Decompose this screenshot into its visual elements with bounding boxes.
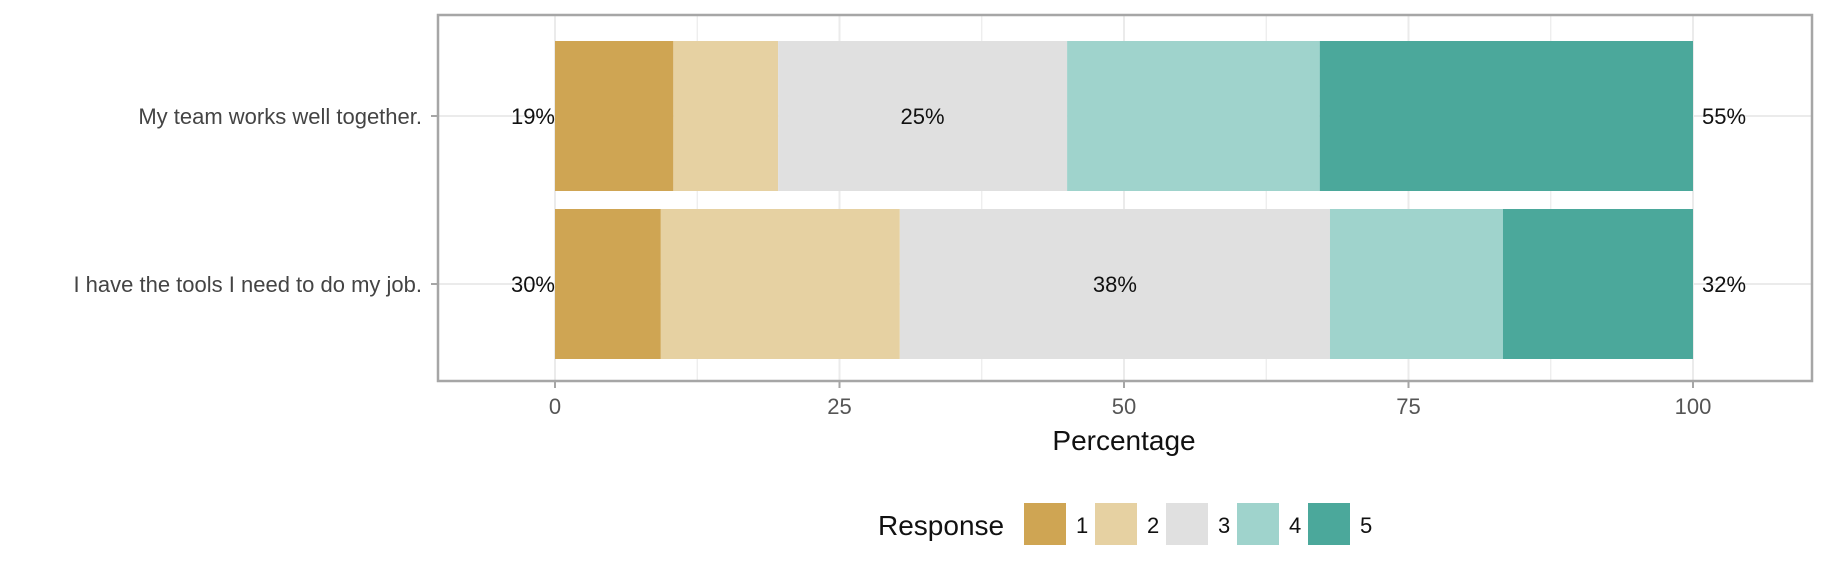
- legend-label: 3: [1218, 513, 1230, 538]
- legend-label: 5: [1360, 513, 1372, 538]
- right-percent-label: 55%: [1702, 104, 1746, 129]
- x-tick-label: 75: [1396, 394, 1420, 419]
- left-percent-label: 30%: [511, 272, 555, 297]
- x-axis-title: Percentage: [1052, 425, 1195, 456]
- bar-segment-response-3: [778, 41, 1068, 191]
- bar-segment-response-3: [899, 209, 1330, 359]
- center-percent-label: 25%: [901, 104, 945, 129]
- legend-label: 2: [1147, 513, 1159, 538]
- category-label: I have the tools I need to do my job.: [73, 272, 422, 297]
- x-tick-label: 25: [827, 394, 851, 419]
- legend-key-1: [1024, 503, 1066, 545]
- left-percent-label: 19%: [511, 104, 555, 129]
- bars: [555, 41, 1693, 359]
- legend-label: 4: [1289, 513, 1301, 538]
- x-tick-label: 0: [549, 394, 561, 419]
- legend: Response 1 2 3 4 5: [878, 503, 1372, 545]
- x-axis-ticks: 0 25 50 75 100: [549, 381, 1711, 419]
- x-tick-label: 100: [1675, 394, 1712, 419]
- bar-segment-response-2: [660, 209, 900, 359]
- x-tick-label: 50: [1112, 394, 1136, 419]
- legend-key-4: [1237, 503, 1279, 545]
- legend-key-2: [1095, 503, 1137, 545]
- bar-segment-response-4: [1329, 209, 1503, 359]
- bar-segment-response-5: [1502, 209, 1693, 359]
- bar-segment-response-1: [555, 41, 674, 191]
- category-labels: My team works well together. I have the t…: [73, 104, 438, 297]
- bar-segment-response-2: [673, 41, 779, 191]
- right-percent-label: 32%: [1702, 272, 1746, 297]
- bar-segment-response-5: [1319, 41, 1693, 191]
- center-percent-label: 38%: [1093, 272, 1137, 297]
- bar-segment-response-4: [1067, 41, 1320, 191]
- legend-label: 1: [1076, 513, 1088, 538]
- legend-title: Response: [878, 510, 1004, 541]
- legend-key-5: [1308, 503, 1350, 545]
- category-label: My team works well together.: [138, 104, 422, 129]
- legend-key-3: [1166, 503, 1208, 545]
- bar-segment-response-1: [555, 209, 661, 359]
- data-labels: 19% 25% 55% 30% 38% 32%: [511, 104, 1746, 297]
